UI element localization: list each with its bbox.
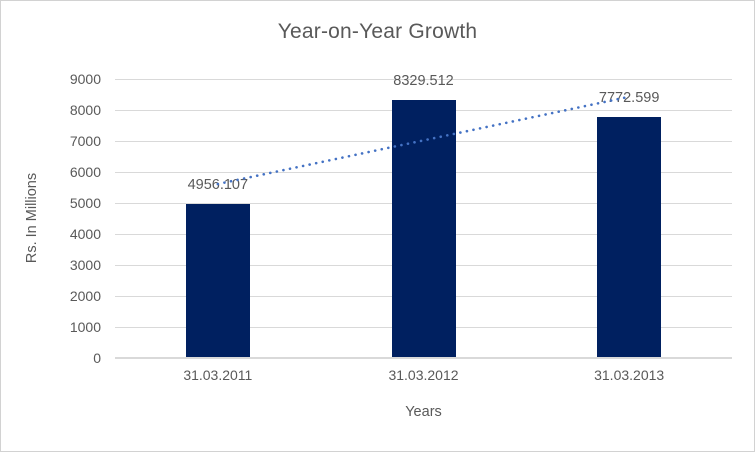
- gridline: [115, 79, 732, 80]
- data-label: 8329.512: [393, 72, 454, 89]
- bar-31.03.2012: [391, 99, 456, 358]
- data-label: 4956.107: [187, 177, 249, 194]
- y-tick-label: 9000: [69, 71, 101, 87]
- y-tick-label: 7000: [69, 133, 101, 149]
- x-tick-label: 31.03.2011: [183, 367, 253, 383]
- plot-area: [115, 79, 732, 359]
- bar-31.03.2011: [185, 204, 250, 358]
- x-tick-label: 31.03.2012: [388, 367, 459, 383]
- y-tick-label: 4000: [69, 226, 101, 242]
- bar-31.03.2013: [597, 117, 662, 358]
- y-tick-label: 3000: [69, 257, 101, 273]
- data-label: 7772.599: [598, 90, 660, 107]
- y-tick-label: 1000: [69, 319, 101, 335]
- x-axis-line: [115, 357, 732, 359]
- y-tick-label: 2000: [69, 288, 101, 304]
- y-tick-label: 0: [93, 350, 101, 366]
- y-tick-label: 8000: [69, 102, 101, 118]
- y-tick-label: 5000: [69, 195, 101, 211]
- x-axis-title: Years: [405, 404, 442, 420]
- y-axis-title: Rs. In Millions: [24, 172, 40, 264]
- y-tick-label: 6000: [69, 164, 101, 180]
- chart-title: Year-on-Year Growth: [277, 20, 478, 43]
- x-tick-label: 31.03.2013: [594, 367, 665, 383]
